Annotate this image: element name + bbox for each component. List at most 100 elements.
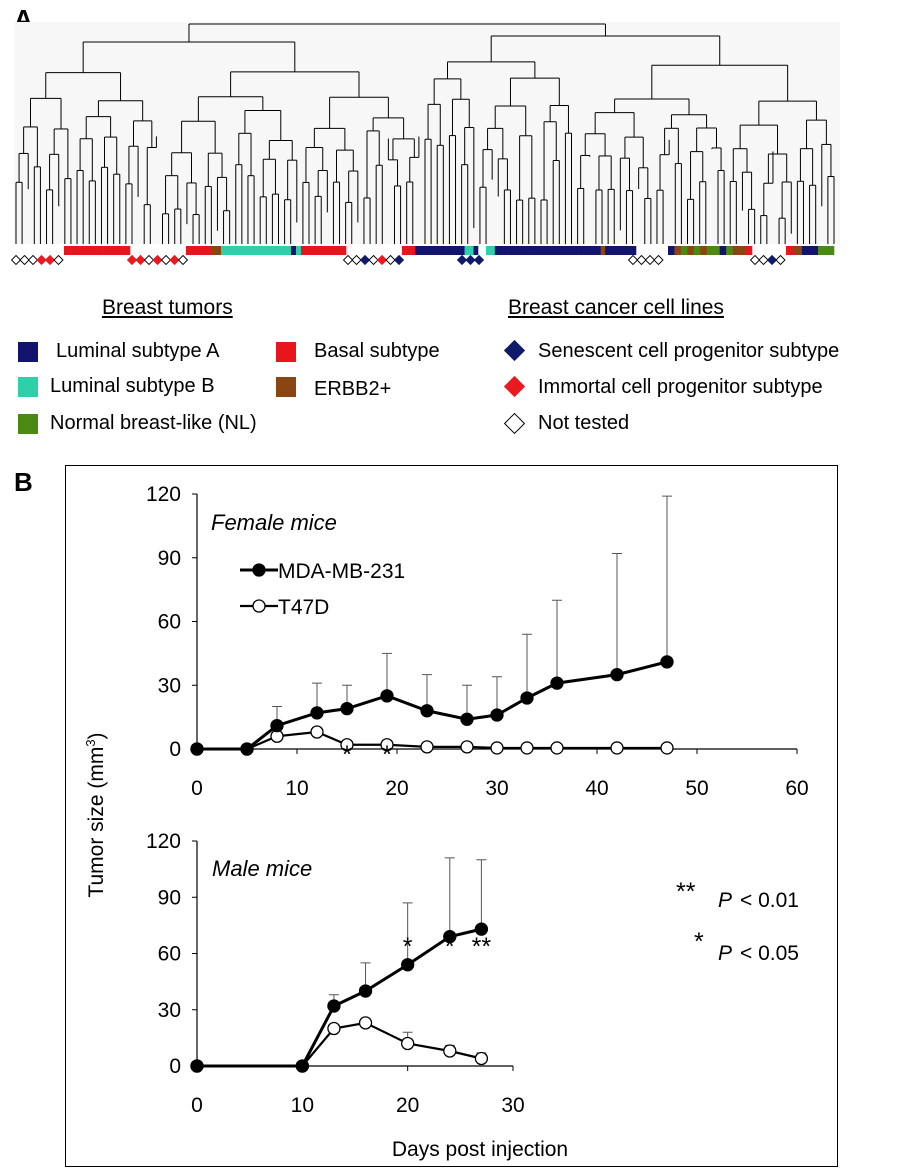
tumor-subtype-cell <box>530 246 535 255</box>
tumor-subtype-cell <box>419 246 425 255</box>
luminal-a-label: Luminal subtype A <box>56 340 220 362</box>
y-tick-label: 120 <box>146 483 181 506</box>
tumor-subtype-cell <box>538 246 544 255</box>
tumor-subtype-cell <box>605 246 610 255</box>
tumor-subtype-cell <box>569 246 575 255</box>
tumor-subtype-cell <box>446 246 452 255</box>
immortal-diamond <box>44 254 56 266</box>
tumor-subtype-cell <box>674 246 682 255</box>
data-point <box>520 691 534 705</box>
tumor-subtype-cell <box>301 246 307 255</box>
tumor-subtype-cell <box>726 246 733 255</box>
not-tested-diamond <box>143 254 155 266</box>
not-tested-diamond <box>160 254 172 266</box>
sig-p-label-2: P <box>718 942 732 965</box>
tumor-subtype-cell <box>460 246 465 255</box>
significance-star: * <box>342 741 352 769</box>
significance-star: * <box>382 741 392 769</box>
data-point <box>550 741 564 755</box>
tumor-subtype-cell <box>521 246 527 255</box>
legend-marker <box>252 563 266 577</box>
breast-tumors-heading: Breast tumors <box>102 296 233 319</box>
tumor-subtype-cell <box>719 246 727 255</box>
not-tested-diamond <box>368 254 379 266</box>
tumor-subtype-cell <box>326 246 332 255</box>
tumor-subtype-cell <box>291 246 297 255</box>
data-point <box>380 689 394 703</box>
luminal-b-label: Luminal subtype B <box>50 375 215 397</box>
data-point <box>420 704 434 718</box>
data-point <box>520 741 534 755</box>
plot-title: Male mice <box>212 856 312 881</box>
x-tick-label: 0 <box>191 1094 203 1117</box>
data-point <box>327 1021 341 1036</box>
luminal-a-swatch <box>18 342 38 362</box>
data-point <box>610 741 624 755</box>
immortal-diamond <box>126 254 138 266</box>
immortal-diamond <box>376 254 388 266</box>
tumor-subtype-cell <box>241 246 247 255</box>
immortal-diamond <box>152 254 163 266</box>
not-tested-label: Not tested <box>538 412 630 434</box>
sig-double-star: ** <box>676 878 696 906</box>
tumor-subtype-cell <box>103 246 111 255</box>
senescent-diamond <box>393 254 405 266</box>
tumor-subtype-cell <box>543 246 549 255</box>
data-point <box>310 706 324 720</box>
tumor-subtype-cell <box>552 246 557 255</box>
x-tick-label: 60 <box>785 777 808 800</box>
tumor-subtype-cell <box>410 246 416 255</box>
data-point <box>380 738 394 752</box>
tumor-subtype-cell <box>732 246 740 255</box>
y-tick-label: 0 <box>169 738 181 761</box>
tumor-subtype-cell <box>231 246 237 255</box>
not-tested-diamond <box>177 254 189 266</box>
data-point <box>190 1059 204 1073</box>
tumor-subtype-cell <box>191 246 197 255</box>
immortal-diamond <box>169 254 180 266</box>
tumor-subtype-cell <box>574 246 579 255</box>
tumor-subtype-cell <box>281 246 287 255</box>
legend-label: MDA-MB-231 <box>278 560 405 583</box>
not-tested-diamond <box>627 254 639 266</box>
data-point <box>327 999 341 1013</box>
tumor-subtype-cell <box>668 246 675 255</box>
senescent-diamond <box>473 254 485 266</box>
tumor-subtype-strip <box>64 246 835 255</box>
tumor-subtype-cell <box>276 246 282 255</box>
senescent-diamond <box>456 254 468 266</box>
tumor-subtype-cell <box>587 246 593 255</box>
tumor-subtype-cell <box>826 246 835 255</box>
tumor-subtype-cell <box>596 246 602 255</box>
tumor-subtype-cell <box>680 246 688 255</box>
data-point <box>310 725 324 739</box>
not-tested-diamond <box>636 254 647 266</box>
x-tick-label: 20 <box>396 1094 419 1117</box>
not-tested-diamond <box>385 254 396 266</box>
tumor-subtype-cell <box>83 246 91 255</box>
tumor-subtype-cell <box>196 246 202 255</box>
tumor-subtype-cell <box>609 246 615 255</box>
tumor-subtype-cell <box>331 246 337 255</box>
sig-threshold-1: < 0.01 <box>740 889 799 912</box>
tumor-subtype-cell <box>565 246 571 255</box>
data-point <box>474 1051 489 1066</box>
x-tick-label: 30 <box>485 777 508 800</box>
not-tested-diamond <box>749 254 761 266</box>
data-point <box>474 922 489 936</box>
not-tested-diamond <box>53 254 64 266</box>
sig-threshold-2: < 0.05 <box>740 942 799 965</box>
tumor-subtype-cell <box>706 246 714 255</box>
tumor-subtype-cell <box>116 246 124 255</box>
data-point <box>610 667 624 682</box>
tumor-subtype-cell <box>687 246 695 255</box>
tumor-subtype-cell <box>494 246 500 255</box>
tumor-subtype-cell <box>810 246 819 255</box>
tumor-subtype-cell <box>556 246 562 255</box>
data-point <box>190 742 204 756</box>
legend-marker <box>252 599 266 613</box>
not-tested-diamond <box>644 254 656 266</box>
x-tick-label: 50 <box>685 777 708 800</box>
y-tick-label: 60 <box>158 611 181 634</box>
tumor-subtype-cell <box>97 246 104 255</box>
